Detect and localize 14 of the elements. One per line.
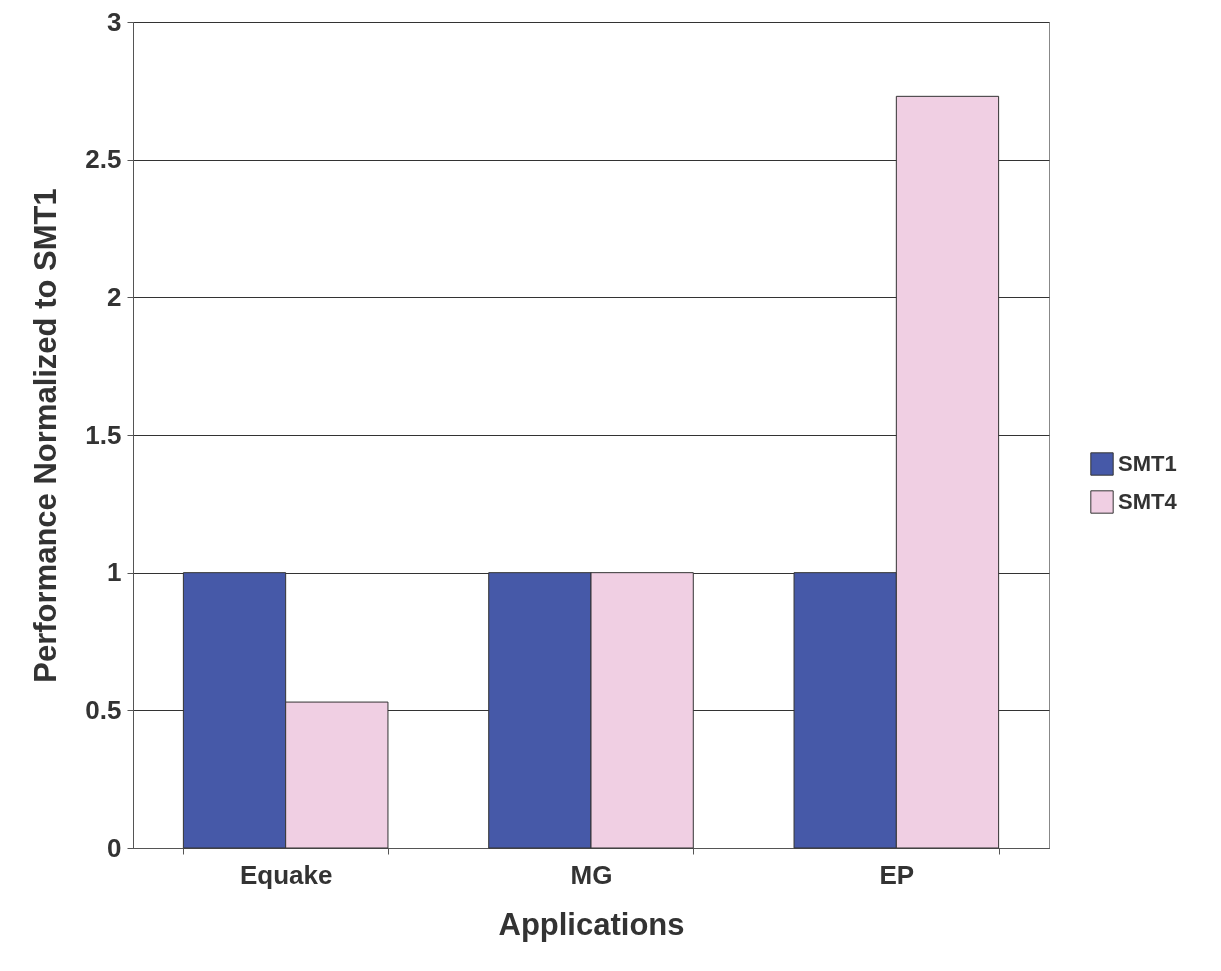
y-tick-label: 1 [107, 557, 122, 588]
y-axis-title: Performance Normalized to SMT1 [28, 188, 64, 683]
x-tick-label: Equake [239, 859, 333, 890]
y-tick-label: 1.5 [85, 419, 122, 450]
y-tick-label: 2 [107, 281, 122, 312]
y-tick-label: 3 [107, 6, 122, 37]
x-axis-title: Applications [498, 906, 685, 942]
y-tick-label: 0 [107, 832, 122, 863]
y-tick-label: 2.5 [85, 144, 122, 175]
x-tick-label: EP [879, 859, 915, 890]
x-tick-label: MG [570, 859, 613, 890]
legend-label: SMT1 [1118, 451, 1177, 476]
legend-label: SMT4 [1118, 489, 1178, 514]
y-tick-label: 0.5 [85, 694, 122, 725]
